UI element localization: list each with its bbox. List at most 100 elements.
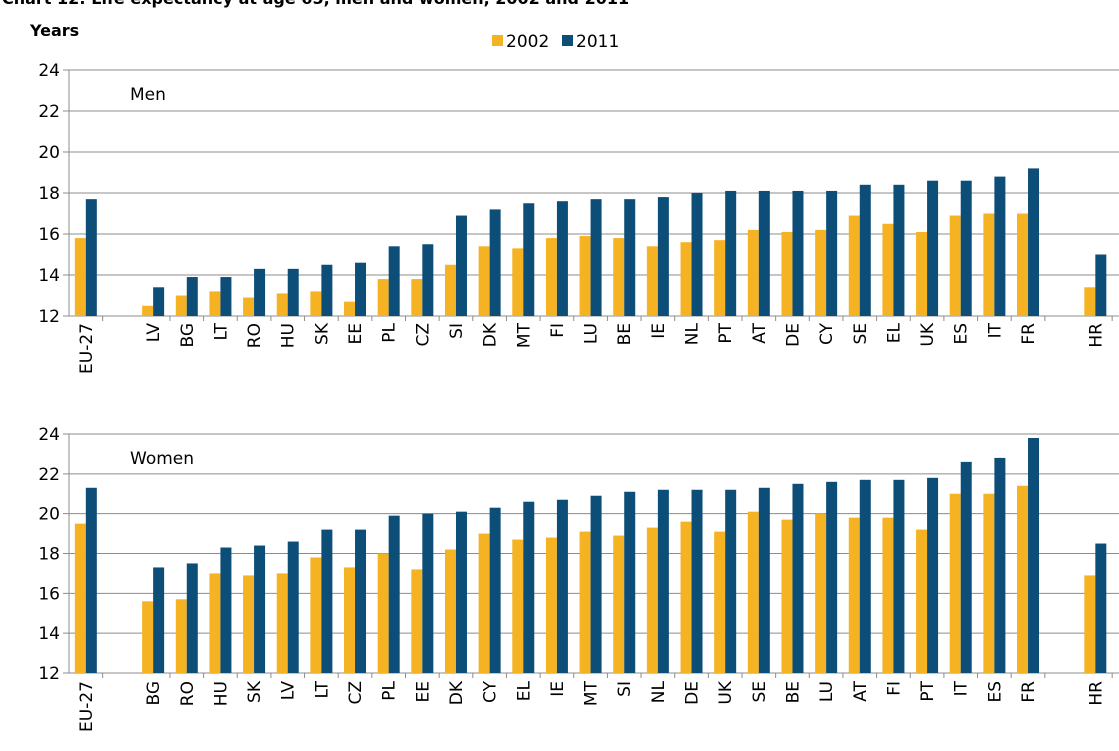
bar xyxy=(153,287,165,316)
legend-swatch xyxy=(562,35,573,46)
bar xyxy=(556,201,568,316)
bar xyxy=(781,519,793,673)
x-tick-label: BG xyxy=(178,323,198,348)
bar xyxy=(949,215,961,316)
x-tick-label: LV xyxy=(144,323,164,343)
bar xyxy=(590,199,602,316)
y-tick-label: 12 xyxy=(38,664,60,684)
bar xyxy=(613,535,625,673)
bar xyxy=(209,573,221,673)
x-tick-label: LU xyxy=(582,323,602,344)
bar xyxy=(74,238,86,316)
bar xyxy=(444,549,456,673)
bar xyxy=(624,491,636,673)
bar xyxy=(455,511,467,673)
bar xyxy=(355,529,367,673)
bar xyxy=(186,277,198,316)
x-tick-label: MT xyxy=(582,680,602,706)
y-tick-label: 18 xyxy=(38,545,60,565)
x-tick-label: EE xyxy=(413,681,433,702)
bar xyxy=(243,297,255,316)
bar xyxy=(815,229,827,316)
bar xyxy=(691,193,703,316)
bar xyxy=(848,517,860,673)
bar xyxy=(478,246,490,316)
bar xyxy=(758,487,770,673)
bar xyxy=(1017,213,1029,316)
x-tick-label: EU-27 xyxy=(77,323,97,374)
x-tick-label: IT xyxy=(985,322,1005,338)
bar xyxy=(646,246,658,316)
y-tick-label: 14 xyxy=(38,266,60,286)
bar xyxy=(579,236,591,316)
bar xyxy=(792,483,804,673)
x-tick-label: IT xyxy=(952,680,972,696)
bar xyxy=(254,268,266,316)
x-tick-label: LT xyxy=(312,680,332,698)
bar xyxy=(725,190,737,316)
x-tick-label: NL xyxy=(649,680,669,703)
bar xyxy=(927,180,939,316)
x-tick-label: SI xyxy=(615,681,635,697)
legend-swatch xyxy=(492,35,503,46)
x-tick-label: SE xyxy=(750,681,770,703)
x-tick-label: FR xyxy=(1019,323,1039,345)
bar xyxy=(927,477,939,673)
bar xyxy=(680,521,692,673)
legend-label: 2002 xyxy=(506,32,549,52)
x-tick-label: CZ xyxy=(413,323,433,347)
x-tick-label: BE xyxy=(615,323,635,345)
bar xyxy=(411,279,423,316)
bar xyxy=(657,489,669,673)
bar xyxy=(916,529,928,673)
bar xyxy=(377,553,389,673)
x-tick-label: LU xyxy=(817,681,837,702)
bar xyxy=(613,238,625,316)
bar xyxy=(243,575,255,673)
y-tick-label: 18 xyxy=(38,184,60,204)
bar xyxy=(893,184,905,316)
x-tick-label: SK xyxy=(312,322,332,345)
bar xyxy=(960,180,972,316)
y-tick-label: 16 xyxy=(38,225,60,245)
legend-label: 2011 xyxy=(576,32,619,52)
bar xyxy=(220,547,232,673)
x-tick-label: EL xyxy=(514,680,534,701)
bar xyxy=(523,501,535,673)
bar xyxy=(994,176,1006,316)
bar xyxy=(344,301,356,316)
x-tick-label: FI xyxy=(548,323,568,338)
x-tick-label: NL xyxy=(683,322,703,345)
y-tick-label: 14 xyxy=(38,624,60,644)
x-tick-label: PL xyxy=(380,680,400,700)
bar xyxy=(85,487,97,673)
bar xyxy=(781,231,793,316)
bar xyxy=(1084,575,1096,673)
x-tick-label: RO xyxy=(178,681,198,706)
x-tick-label: HR xyxy=(1086,323,1106,348)
bar xyxy=(1084,287,1096,316)
bar xyxy=(556,499,568,673)
bar xyxy=(1017,485,1029,673)
bar xyxy=(523,203,535,316)
bar xyxy=(355,262,367,316)
x-tick-label: SK xyxy=(245,680,265,703)
bar xyxy=(747,229,759,316)
x-tick-label: HR xyxy=(1086,681,1106,706)
x-tick-label: AT xyxy=(851,680,871,701)
bar xyxy=(1095,254,1107,316)
x-tick-label: DE xyxy=(783,323,803,347)
x-tick-label: DE xyxy=(683,681,703,705)
bar xyxy=(590,495,602,673)
bar xyxy=(657,197,669,316)
x-tick-label: HU xyxy=(279,323,299,348)
bar xyxy=(579,531,591,673)
bar xyxy=(691,489,703,673)
bar xyxy=(983,493,995,673)
bar xyxy=(287,541,299,673)
bar xyxy=(220,277,232,316)
x-tick-label: SI xyxy=(447,323,467,339)
y-tick-label: 12 xyxy=(38,307,60,327)
bar xyxy=(916,231,928,316)
bar xyxy=(1028,437,1040,673)
